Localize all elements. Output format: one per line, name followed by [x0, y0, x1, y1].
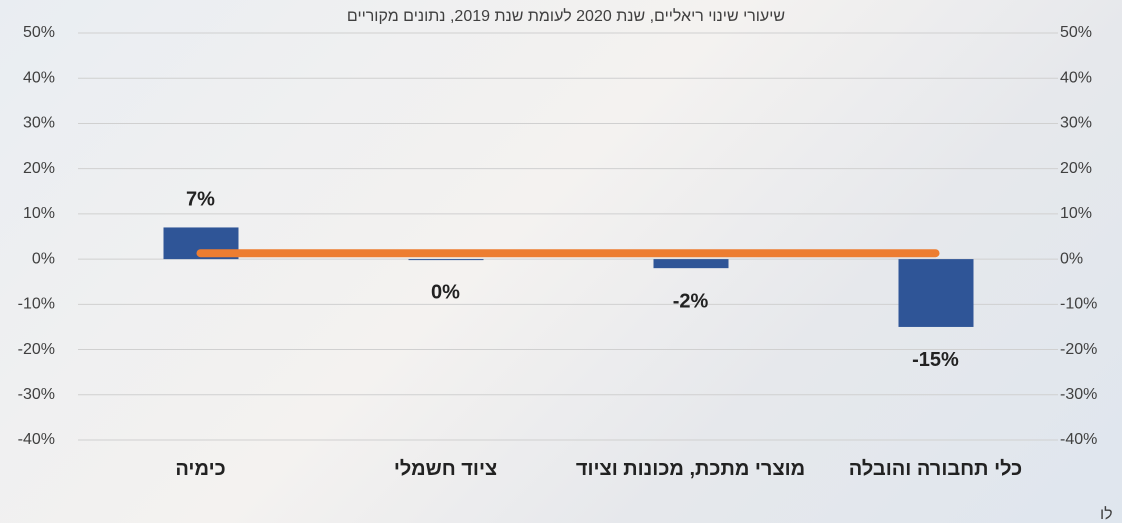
- x-tick-label: ציוד חשמלי: [393, 458, 498, 480]
- y2-tick-label: 50%: [1060, 24, 1092, 41]
- y2-tick-label: 10%: [1060, 205, 1092, 222]
- y-tick-label: 40%: [23, 69, 55, 86]
- bar: [898, 259, 974, 327]
- y-tick-label: 0%: [32, 250, 55, 267]
- y2-tick-label: -20%: [1060, 341, 1097, 358]
- x-tick-label: כימיה: [175, 458, 226, 480]
- y2-tick-label: 30%: [1060, 115, 1092, 132]
- chart-title: שיעורי שינוי ריאליים, שנת 2020 לעומת שנת…: [347, 7, 785, 25]
- y-tick-label: -20%: [18, 341, 55, 358]
- x-tick-label: מוצרי מתכת, מכונות וציוד: [575, 458, 806, 480]
- y2-tick-label: 0%: [1060, 250, 1083, 267]
- y-tick-label: 20%: [23, 160, 55, 177]
- y-tick-label: 30%: [23, 115, 55, 132]
- y-tick-label: -40%: [18, 431, 55, 448]
- bar: [408, 259, 484, 261]
- y2-tick-label: 20%: [1060, 160, 1092, 177]
- y2-tick-label: -30%: [1060, 386, 1097, 403]
- y-tick-label: 10%: [23, 205, 55, 222]
- data-label: -2%: [673, 290, 709, 312]
- y-tick-label: 50%: [23, 24, 55, 41]
- y-tick-label: -30%: [18, 386, 55, 403]
- x-tick-label: כלי תחבורה והובלה: [848, 458, 1023, 480]
- y2-tick-label: -40%: [1060, 431, 1097, 448]
- bar: [653, 259, 729, 269]
- y-tick-label: -10%: [18, 296, 55, 313]
- data-label: 7%: [186, 189, 215, 211]
- note: לו: [1100, 505, 1113, 523]
- data-label: 0%: [431, 281, 460, 303]
- y2-tick-label: 40%: [1060, 69, 1092, 86]
- data-label: -15%: [912, 349, 959, 371]
- y2-tick-label: -10%: [1060, 296, 1097, 313]
